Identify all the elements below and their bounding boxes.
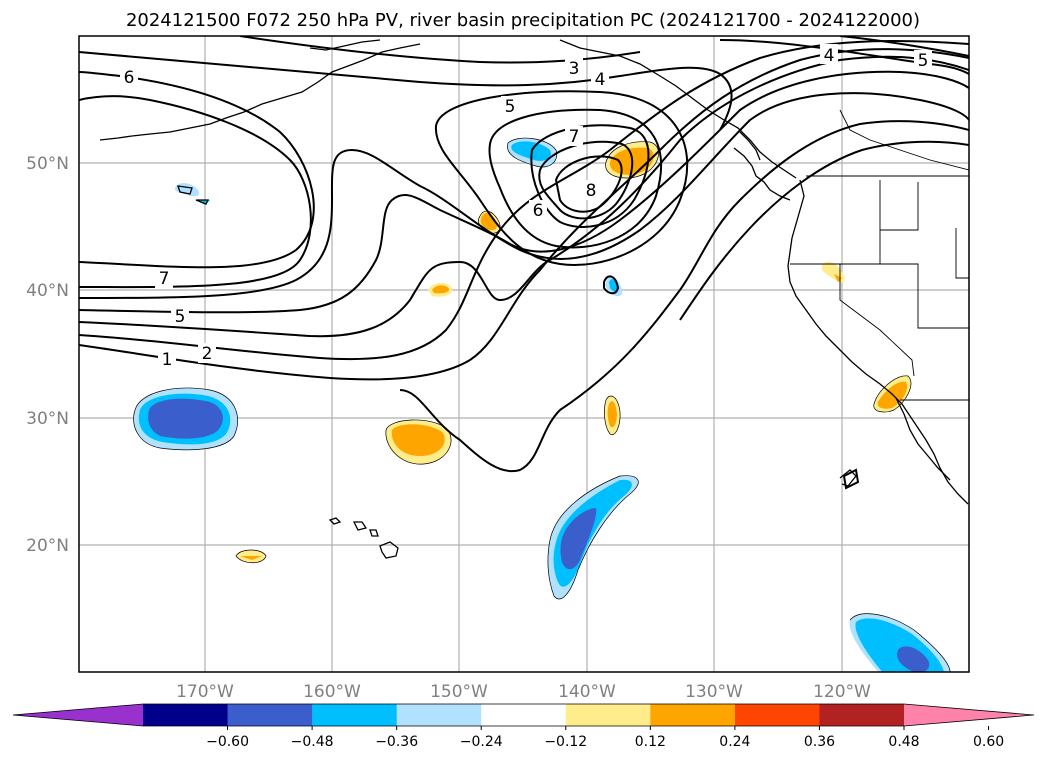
colorbar-tick-label: −0.60 <box>206 734 249 750</box>
pv-contours <box>79 36 969 490</box>
contour-label: 4 <box>824 46 835 66</box>
lon-label: 140°W <box>558 682 616 702</box>
colorbar-tick-label: 0.36 <box>804 734 835 750</box>
neg-anomaly-strong <box>148 398 223 439</box>
colorbar-tick-label: 0.60 <box>973 734 1004 750</box>
lat-label: 20°N <box>26 536 69 556</box>
colorbar-tick-label: 0.48 <box>888 734 919 750</box>
colorbar-segment <box>650 704 736 726</box>
contour-label: 3 <box>569 59 580 79</box>
colorbar-segment <box>143 704 229 726</box>
lat-label: 50°N <box>26 154 69 174</box>
map-border <box>78 35 970 673</box>
contour-label: 6 <box>533 201 544 221</box>
colorbar-tick-label: 0.12 <box>635 734 666 750</box>
lat-label: 40°N <box>26 281 69 301</box>
colorbar: −0.60 −0.48 −0.36 −0.24 −0.12 0.12 0.24 0.36 0.4… <box>12 703 1035 750</box>
contour-label: 6 <box>124 68 135 88</box>
colorbar-segment <box>396 704 482 726</box>
contour-label: 5 <box>918 51 929 71</box>
colorbar-extend-min <box>13 704 143 726</box>
colorbar-extend-max <box>904 704 1034 726</box>
shading-outlines <box>133 137 951 672</box>
colorbar-tick-label: −0.36 <box>375 734 418 750</box>
lat-axis: 20°N 30°N 40°N 50°N <box>26 154 69 556</box>
lon-label: 150°W <box>430 682 488 702</box>
colorbar-tick-label: −0.48 <box>291 734 334 750</box>
colorbar-segment <box>819 704 905 726</box>
contour-label: 4 <box>595 70 606 90</box>
colorbar-segment <box>734 704 820 726</box>
contour-label: 7 <box>159 269 170 289</box>
figure-title: 2024121500 F072 250 hPa PV, river basin … <box>126 10 920 31</box>
lat-label: 30°N <box>26 409 69 429</box>
colorbar-segment <box>481 704 567 726</box>
colorbar-tick-label: −0.12 <box>544 734 587 750</box>
colorbar-outline <box>12 703 1035 727</box>
contour-label: 7 <box>569 127 580 147</box>
colorbar-tick-label: −0.24 <box>460 734 503 750</box>
contour-labels: 6 3 4 4 5 5 7 8 6 7 5 2 1 <box>120 44 932 370</box>
lon-label: 120°W <box>813 682 871 702</box>
colorbar-segment <box>565 704 651 726</box>
lon-label: 170°W <box>176 682 234 702</box>
borders <box>790 109 969 401</box>
colorbar-tick-label: 0.24 <box>719 734 750 750</box>
colorbar-segment <box>312 704 398 726</box>
lon-label: 160°W <box>303 682 361 702</box>
contour-label: 5 <box>505 97 516 117</box>
precip-shading <box>133 138 950 672</box>
contour-label: 5 <box>175 307 186 327</box>
contour-label: 1 <box>162 350 173 370</box>
coastlines <box>99 39 969 559</box>
lon-label: 130°W <box>685 682 743 702</box>
contour-label: 8 <box>586 181 597 201</box>
colorbar-segment <box>227 704 313 726</box>
lon-axis: 170°W 160°W 150°W 140°W 130°W 120°W <box>176 682 871 702</box>
contour-label: 2 <box>202 344 213 364</box>
